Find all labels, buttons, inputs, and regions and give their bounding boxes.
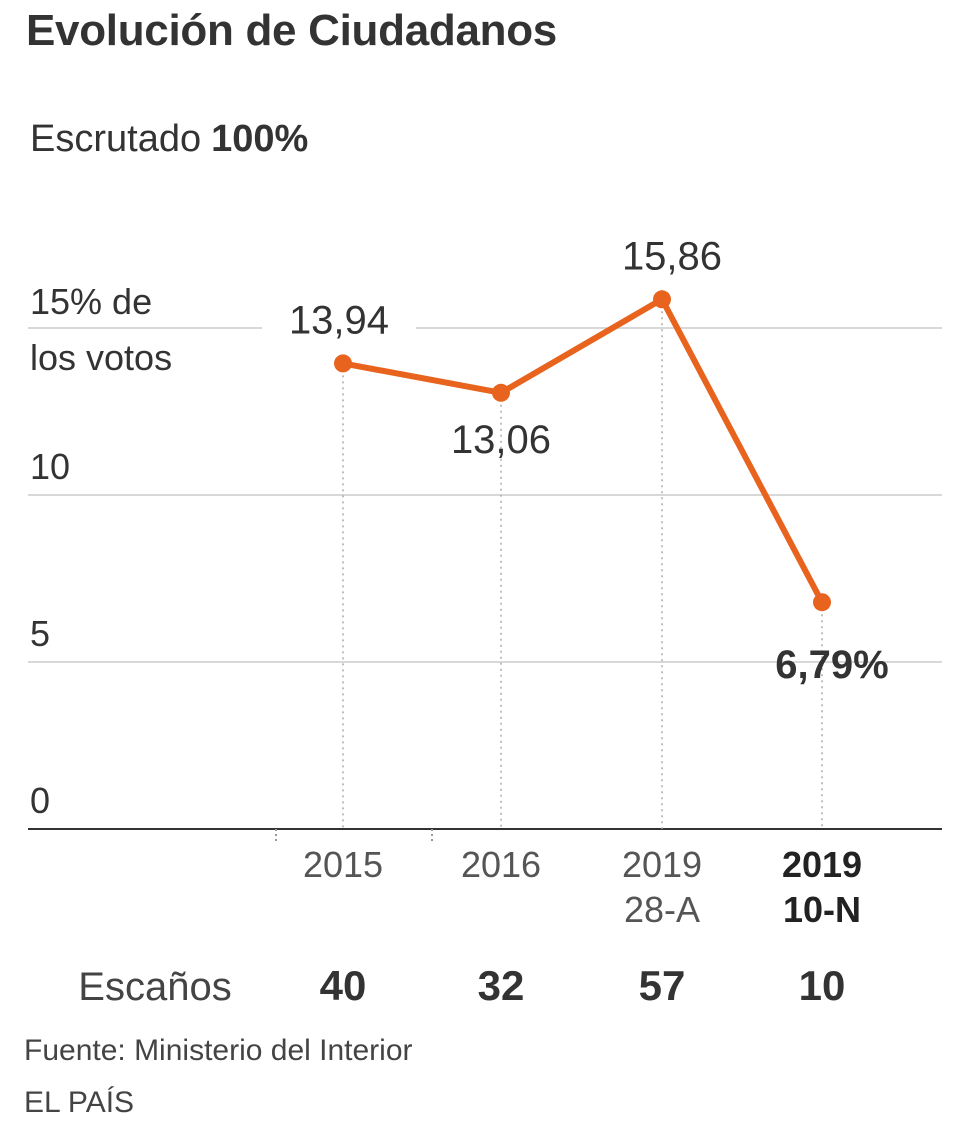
x-label-2-line2: 28-A	[624, 889, 700, 930]
y-tick-label-0: 0	[30, 780, 50, 821]
scrutiny-label: Escrutado	[30, 118, 202, 160]
value-label-2: 15,86	[622, 234, 722, 278]
x-label-3: 2019	[782, 844, 862, 885]
source-note: Fuente: Ministerio del Interior	[24, 1034, 413, 1067]
seats-label: Escaños	[78, 965, 231, 1009]
value-label-0: 13,94	[289, 298, 389, 342]
y-tick-label-15-line2: los votos	[30, 337, 172, 378]
data-point-3	[813, 593, 831, 612]
brand-label: EL PAÍS	[24, 1086, 135, 1119]
y-tick-label-15: 15% de	[30, 281, 152, 322]
y-tick-label-10: 10	[30, 446, 70, 487]
x-label-1: 2016	[461, 844, 541, 885]
guide-layer	[275, 299, 823, 841]
x-label-0: 2015	[303, 844, 383, 885]
line-chart: 0 5 10 15% de los votos 13,94 13,06 15,86 6,79% 2…	[28, 234, 942, 1009]
y-tick-label-5: 5	[30, 613, 50, 654]
grid-layer	[28, 327, 942, 830]
scrutiny-value: 100%	[211, 118, 309, 160]
data-point-0	[334, 354, 352, 373]
scrutiny-status: Escrutado 100%	[30, 118, 308, 161]
x-label-2: 2019	[622, 844, 702, 885]
seats-value-1: 32	[478, 962, 525, 1009]
data-point-1	[492, 383, 510, 402]
seats-value-2: 57	[639, 962, 686, 1009]
chart-title: Evolución de Ciudadanos	[26, 6, 557, 55]
data-point-2	[653, 290, 671, 309]
seats-value-0: 40	[320, 962, 367, 1009]
x-label-3-line2: 10-N	[783, 889, 861, 930]
seats-value-3: 10	[799, 962, 846, 1009]
value-label-1: 13,06	[451, 418, 551, 462]
line-layer	[334, 290, 831, 612]
value-label-3: 6,79%	[775, 643, 888, 687]
label-layer: 0 5 10 15% de los votos 13,94 13,06 15,86 6,79% 2…	[30, 234, 889, 1009]
series-line	[340, 296, 825, 606]
